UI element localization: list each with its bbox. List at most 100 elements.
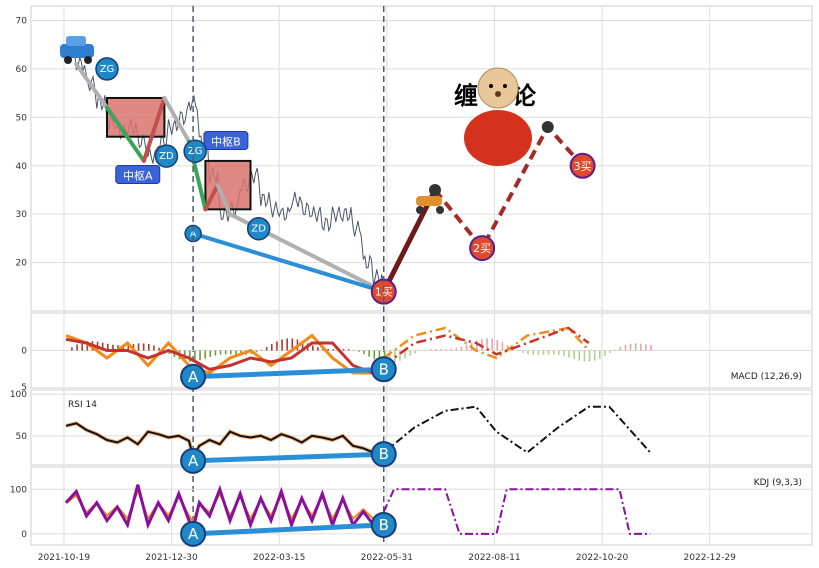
forecast-peak-dot [429, 183, 441, 196]
marker-circle [154, 144, 179, 168]
macd-histogram-bar [260, 349, 263, 351]
macd-histogram-bar [209, 350, 212, 357]
macd-histogram-bar [153, 345, 155, 351]
forecast-up-line [381, 188, 438, 293]
divergence-point [370, 511, 397, 538]
macd-histogram-bar [117, 345, 119, 351]
divergence-point-label: A [188, 368, 199, 386]
buy-point-label: 2买 [473, 242, 491, 255]
buy-point-label: 1买 [375, 286, 393, 299]
mascot-eye [503, 84, 507, 88]
macd-histogram-bar [189, 350, 191, 362]
macd-histogram-bar [327, 349, 329, 351]
macd-histogram-bar [363, 350, 365, 355]
zhongshu-label-bg [115, 164, 161, 184]
y-tick-label: 40 [16, 162, 28, 172]
x-tick-label: 2021-12-30 [145, 553, 198, 563]
macd-histogram-bar [445, 349, 447, 351]
divergence-point-label: B [379, 445, 389, 463]
macd-histogram-bar [81, 342, 83, 351]
macd-histogram-bar [486, 338, 488, 351]
macd-histogram-bar [496, 339, 499, 351]
macd-histogram-bar [224, 350, 227, 355]
macd-histogram-bar [527, 350, 529, 355]
macd-histogram-bar [373, 350, 376, 360]
macd-histogram-bar [573, 350, 575, 360]
macd-histogram-bar [532, 350, 534, 355]
bi-segment [162, 95, 191, 144]
marker-circle [246, 216, 271, 241]
macd-histogram-bar [414, 350, 417, 354]
macd-histogram-bar [634, 343, 637, 351]
marker-label: A [190, 230, 197, 240]
macd-histogram-bar [640, 343, 642, 351]
macd-histogram-bar [501, 342, 504, 351]
macd-histogram-bar [137, 343, 140, 351]
buy-point-marker [569, 152, 596, 179]
buy-point-marker [469, 235, 496, 262]
mascot-head [477, 67, 519, 109]
macd-histogram-bar [404, 350, 406, 359]
macd-histogram-bar [219, 350, 222, 355]
macd-histogram-bar [593, 350, 596, 361]
zhongshu-label: 中枢A [123, 168, 153, 182]
divergence-point [370, 356, 397, 383]
macd-histogram-bar [71, 347, 73, 351]
scooter-body [416, 196, 442, 206]
mascot-figure [464, 67, 532, 166]
x-tick-label: 2022-12-29 [684, 553, 737, 563]
macd-histogram-bar [286, 338, 288, 351]
bi-segment [74, 62, 109, 110]
divergence-point-label: B [379, 360, 389, 378]
macd-histogram-bar [614, 349, 616, 351]
macd-histogram-bar [358, 350, 360, 352]
macd-histogram-bar [455, 348, 458, 351]
macd-histogram-bar [230, 350, 232, 355]
car-body [60, 44, 94, 58]
macd-histogram-bar [624, 344, 627, 351]
macd-histogram-bar [583, 350, 586, 362]
macd-histogram-bar [388, 350, 391, 364]
macd-histogram-bar [650, 344, 652, 351]
x-tick-label: 2022-08-11 [468, 553, 520, 563]
macd-dea-forecast [383, 326, 590, 367]
macd-histogram-bar [424, 349, 427, 351]
macd-histogram-bar [347, 349, 350, 351]
macd-histogram-bar [378, 350, 381, 362]
macd-histogram-bar [578, 350, 581, 361]
macd-histogram-bar [537, 350, 540, 355]
x-tick-label: 2022-05-31 [361, 553, 413, 563]
kdj-label: KDJ (9,3,3) [754, 478, 802, 488]
y-tick-label: 20 [16, 259, 28, 269]
divergence-point-label: A [188, 452, 199, 470]
car-wheel [84, 56, 92, 64]
macd-histogram-bar [76, 344, 78, 351]
title-char: 缠 [454, 82, 478, 110]
marker-circle [183, 139, 207, 163]
macd-dif-line [65, 333, 386, 375]
mascot-body [464, 110, 532, 166]
scooter-icon [416, 196, 444, 214]
forecast-path [433, 123, 585, 252]
y-tick-label: 0 [21, 530, 27, 540]
macd-histogram-bar [148, 344, 150, 351]
macd-histogram-bar [132, 344, 135, 351]
mascot-eye [489, 84, 493, 88]
y-tick-label: 0 [21, 347, 27, 357]
rsi-forecast [383, 405, 652, 454]
macd-histogram-bar [199, 350, 201, 361]
marker-label: ZG [100, 64, 115, 75]
panel-frame-kdj [30, 466, 813, 546]
y-tick-label: 60 [16, 65, 28, 75]
divergence-point [180, 363, 207, 390]
y-tick-label: 70 [16, 17, 28, 27]
macd-histogram-bar [332, 349, 335, 351]
bi-segment [141, 95, 167, 163]
rsi-line [65, 422, 384, 460]
macd-histogram-bar [317, 347, 319, 351]
macd-histogram-bar [552, 350, 555, 355]
scooter-wheel [436, 206, 444, 214]
macd-histogram-bar [440, 349, 442, 351]
macd-histogram-bar [547, 350, 550, 355]
divergence-point [370, 441, 397, 468]
